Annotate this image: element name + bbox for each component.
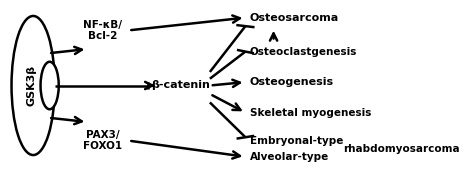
Text: PAX3/
FOXO1: PAX3/ FOXO1 xyxy=(83,130,122,152)
Text: β-catenin: β-catenin xyxy=(151,81,210,90)
Text: Osteoclastgenesis: Osteoclastgenesis xyxy=(250,47,357,57)
Ellipse shape xyxy=(41,62,59,109)
Text: Osteosarcoma: Osteosarcoma xyxy=(250,13,339,23)
Text: rhabdomyosarcoma: rhabdomyosarcoma xyxy=(343,144,459,154)
Text: NF-κB/
Bcl-2: NF-κB/ Bcl-2 xyxy=(83,19,122,41)
Text: Alveolar-type: Alveolar-type xyxy=(250,152,329,162)
Text: GSK3β: GSK3β xyxy=(26,65,36,106)
Text: Skeletal myogenesis: Skeletal myogenesis xyxy=(250,108,371,118)
Text: Embryonal-type: Embryonal-type xyxy=(250,136,343,146)
Text: Osteogenesis: Osteogenesis xyxy=(250,77,334,87)
